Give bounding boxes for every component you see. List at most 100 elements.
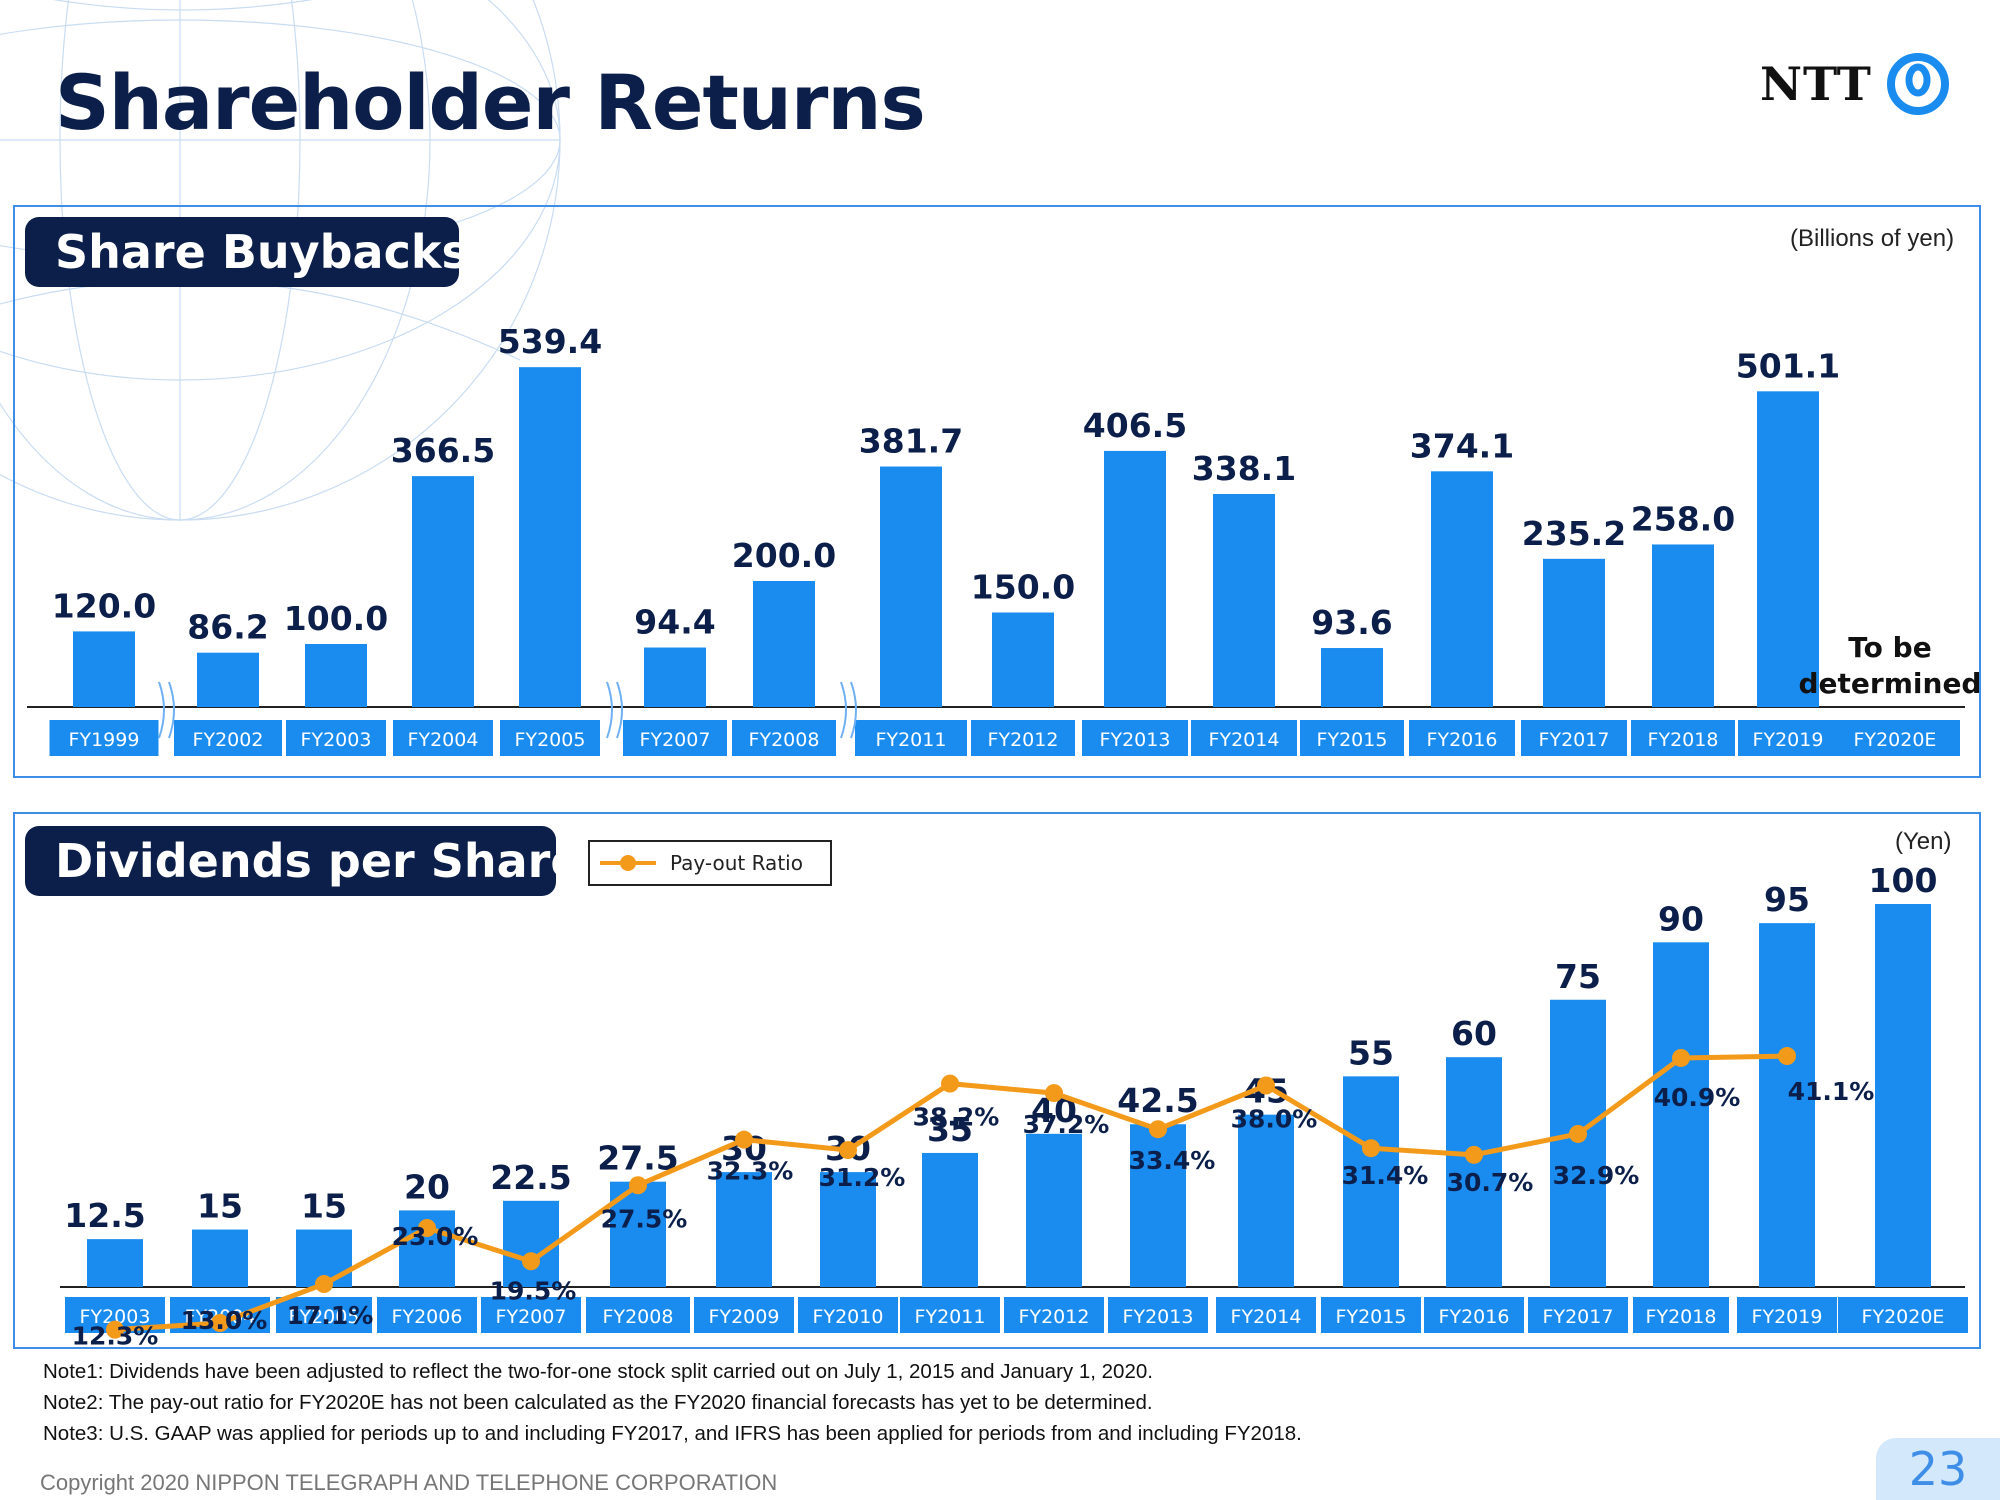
tick-label-FY2005: FY2005 xyxy=(515,729,586,751)
bar-FY2019 xyxy=(1759,923,1815,1287)
category-box-FY2014 xyxy=(1191,720,1297,756)
bar-FY2017 xyxy=(1543,558,1605,707)
category-box-FY2013 xyxy=(1082,720,1188,756)
category-box-FY2008 xyxy=(732,720,836,756)
payout-point-FY2015 xyxy=(1362,1139,1380,1158)
data-label-FY2017: 75 xyxy=(1555,957,1601,996)
bar-FY1999 xyxy=(73,631,135,707)
tick-label-FY2011: FY2011 xyxy=(915,1306,986,1328)
payout-label-FY2004: 13.0% xyxy=(181,1306,268,1335)
bar-FY2007 xyxy=(503,1200,559,1287)
page-number: 23 xyxy=(1876,1438,2000,1500)
payout-label-FY2012: 37.2% xyxy=(1023,1110,1110,1139)
bar-FY2009 xyxy=(716,1172,772,1287)
category-box-FY2004 xyxy=(393,720,493,756)
dividends-title: Dividends per Share xyxy=(25,826,582,896)
tick-label-FY2013: FY2013 xyxy=(1123,1306,1194,1328)
tick-label-FY2016: FY2016 xyxy=(1427,729,1498,751)
data-label-FY2018: 258.0 xyxy=(1631,499,1735,538)
payout-label-FY2007: 19.5% xyxy=(490,1276,577,1305)
payout-point-FY2019 xyxy=(1778,1047,1796,1066)
bar-FY2016 xyxy=(1446,1057,1502,1287)
payout-legend-swatch xyxy=(600,855,656,871)
bar-FY2007 xyxy=(644,647,706,707)
tick-label-FY1999: FY1999 xyxy=(69,729,140,751)
payout-label-FY2006: 23.0% xyxy=(392,1222,479,1251)
category-box-FY2016 xyxy=(1424,1297,1524,1333)
tick-label-FY2019: FY2019 xyxy=(1753,729,1824,751)
tick-label-FY2018: FY2018 xyxy=(1648,729,1719,751)
data-label-FY2013: 406.5 xyxy=(1083,406,1187,445)
category-box-FY2018 xyxy=(1631,720,1735,756)
bar-FY2004 xyxy=(412,476,474,707)
tick-label-FY2008: FY2008 xyxy=(603,1306,674,1328)
tick-label-FY2011: FY2011 xyxy=(876,729,947,751)
tick-label-FY2014: FY2014 xyxy=(1231,1306,1302,1328)
data-label-FY2013: 42.5 xyxy=(1117,1081,1198,1120)
data-label-FY2019: 501.1 xyxy=(1736,346,1840,385)
payout-label-FY2013: 33.4% xyxy=(1129,1146,1216,1175)
footnotes: Note1: Dividends have been adjusted to r… xyxy=(43,1356,1302,1449)
ntt-logo: NTT xyxy=(1760,52,1950,116)
dividends-chart: 12.5FY200315FY200415FY200520FY200622.5FY… xyxy=(60,861,1968,1347)
category-box-FY2017 xyxy=(1528,1297,1628,1333)
tick-label-FY2017: FY2017 xyxy=(1539,729,1610,751)
category-box-FY2015 xyxy=(1321,1297,1421,1333)
category-box-FY2020E xyxy=(1830,720,1960,756)
bar-FY2004 xyxy=(192,1229,248,1287)
category-box-FY2006 xyxy=(377,1297,477,1333)
category-box-FY2005 xyxy=(276,1297,372,1333)
tick-label-FY2007: FY2007 xyxy=(640,729,711,751)
data-label-FY2011: 35 xyxy=(927,1110,973,1149)
bar-FY2010 xyxy=(820,1172,876,1287)
bar-FY2019 xyxy=(1757,391,1819,707)
tick-label-FY2012: FY2012 xyxy=(988,729,1059,751)
data-label-FY2015: 55 xyxy=(1348,1033,1394,1072)
payout-label-FY2019: 41.1% xyxy=(1788,1077,1875,1106)
tick-label-FY2005: FY2005 xyxy=(289,1306,360,1328)
payout-label-FY2017: 32.9% xyxy=(1553,1161,1640,1190)
tick-label-FY2016: FY2016 xyxy=(1439,1306,1510,1328)
data-label-FY2003: 100.0 xyxy=(284,599,388,638)
axis-break-FY1999 xyxy=(158,681,175,739)
copyright: Copyright 2020 NIPPON TELEGRAPH AND TELE… xyxy=(40,1470,778,1495)
ntt-ring-icon xyxy=(1886,53,1949,115)
data-label-FY2017: 235.2 xyxy=(1522,514,1626,553)
category-box-FY2015 xyxy=(1300,720,1404,756)
bar-FY2015 xyxy=(1343,1076,1399,1287)
payout-point-FY2003 xyxy=(106,1320,124,1339)
axis-break-FY2005 xyxy=(606,681,623,739)
dividends-unit-label: (Yen) xyxy=(1895,828,1952,855)
logo-text: NTT xyxy=(1760,57,1872,111)
tick-label-FY2017: FY2017 xyxy=(1543,1306,1614,1328)
data-label-FY1999: 120.0 xyxy=(52,586,156,625)
tick-label-FY2008: FY2008 xyxy=(749,729,820,751)
category-box-FY2003 xyxy=(286,720,386,756)
bar-FY2013 xyxy=(1130,1124,1186,1287)
bar-FY2005 xyxy=(519,367,581,707)
payout-point-FY2010 xyxy=(839,1141,857,1160)
tick-label-FY2006: FY2006 xyxy=(392,1306,463,1328)
data-label-FY2012: 150.0 xyxy=(971,568,1075,607)
bar-FY2012 xyxy=(1026,1133,1082,1287)
payout-label-FY2018: 40.9% xyxy=(1654,1083,1741,1112)
payout-point-FY2013 xyxy=(1149,1120,1167,1139)
payout-point-FY2011 xyxy=(941,1074,959,1093)
data-label-FY2014: 338.1 xyxy=(1192,449,1296,488)
tick-label-FY2020E: FY2020E xyxy=(1862,1306,1945,1328)
tick-label-FY2019: FY2019 xyxy=(1752,1306,1823,1328)
payout-label-FY2011: 38.2% xyxy=(913,1103,1000,1132)
bar-FY2003 xyxy=(87,1239,143,1287)
data-label-FY2007: 94.4 xyxy=(634,603,715,642)
tick-label-FY2009: FY2009 xyxy=(709,1306,780,1328)
page-title: Shareholder Returns xyxy=(55,58,926,147)
tick-label-FY2003: FY2003 xyxy=(301,729,372,751)
tick-label-FY2020E: FY2020E xyxy=(1854,729,1937,751)
category-box-FY2011 xyxy=(900,1297,1000,1333)
category-box-FY2013 xyxy=(1108,1297,1208,1333)
tick-label-FY2002: FY2002 xyxy=(193,729,264,751)
payout-point-FY2016 xyxy=(1465,1145,1483,1164)
category-box-FY2008 xyxy=(586,1297,690,1333)
data-label-FY2011: 381.7 xyxy=(859,422,963,461)
category-box-FY2017 xyxy=(1521,720,1627,756)
